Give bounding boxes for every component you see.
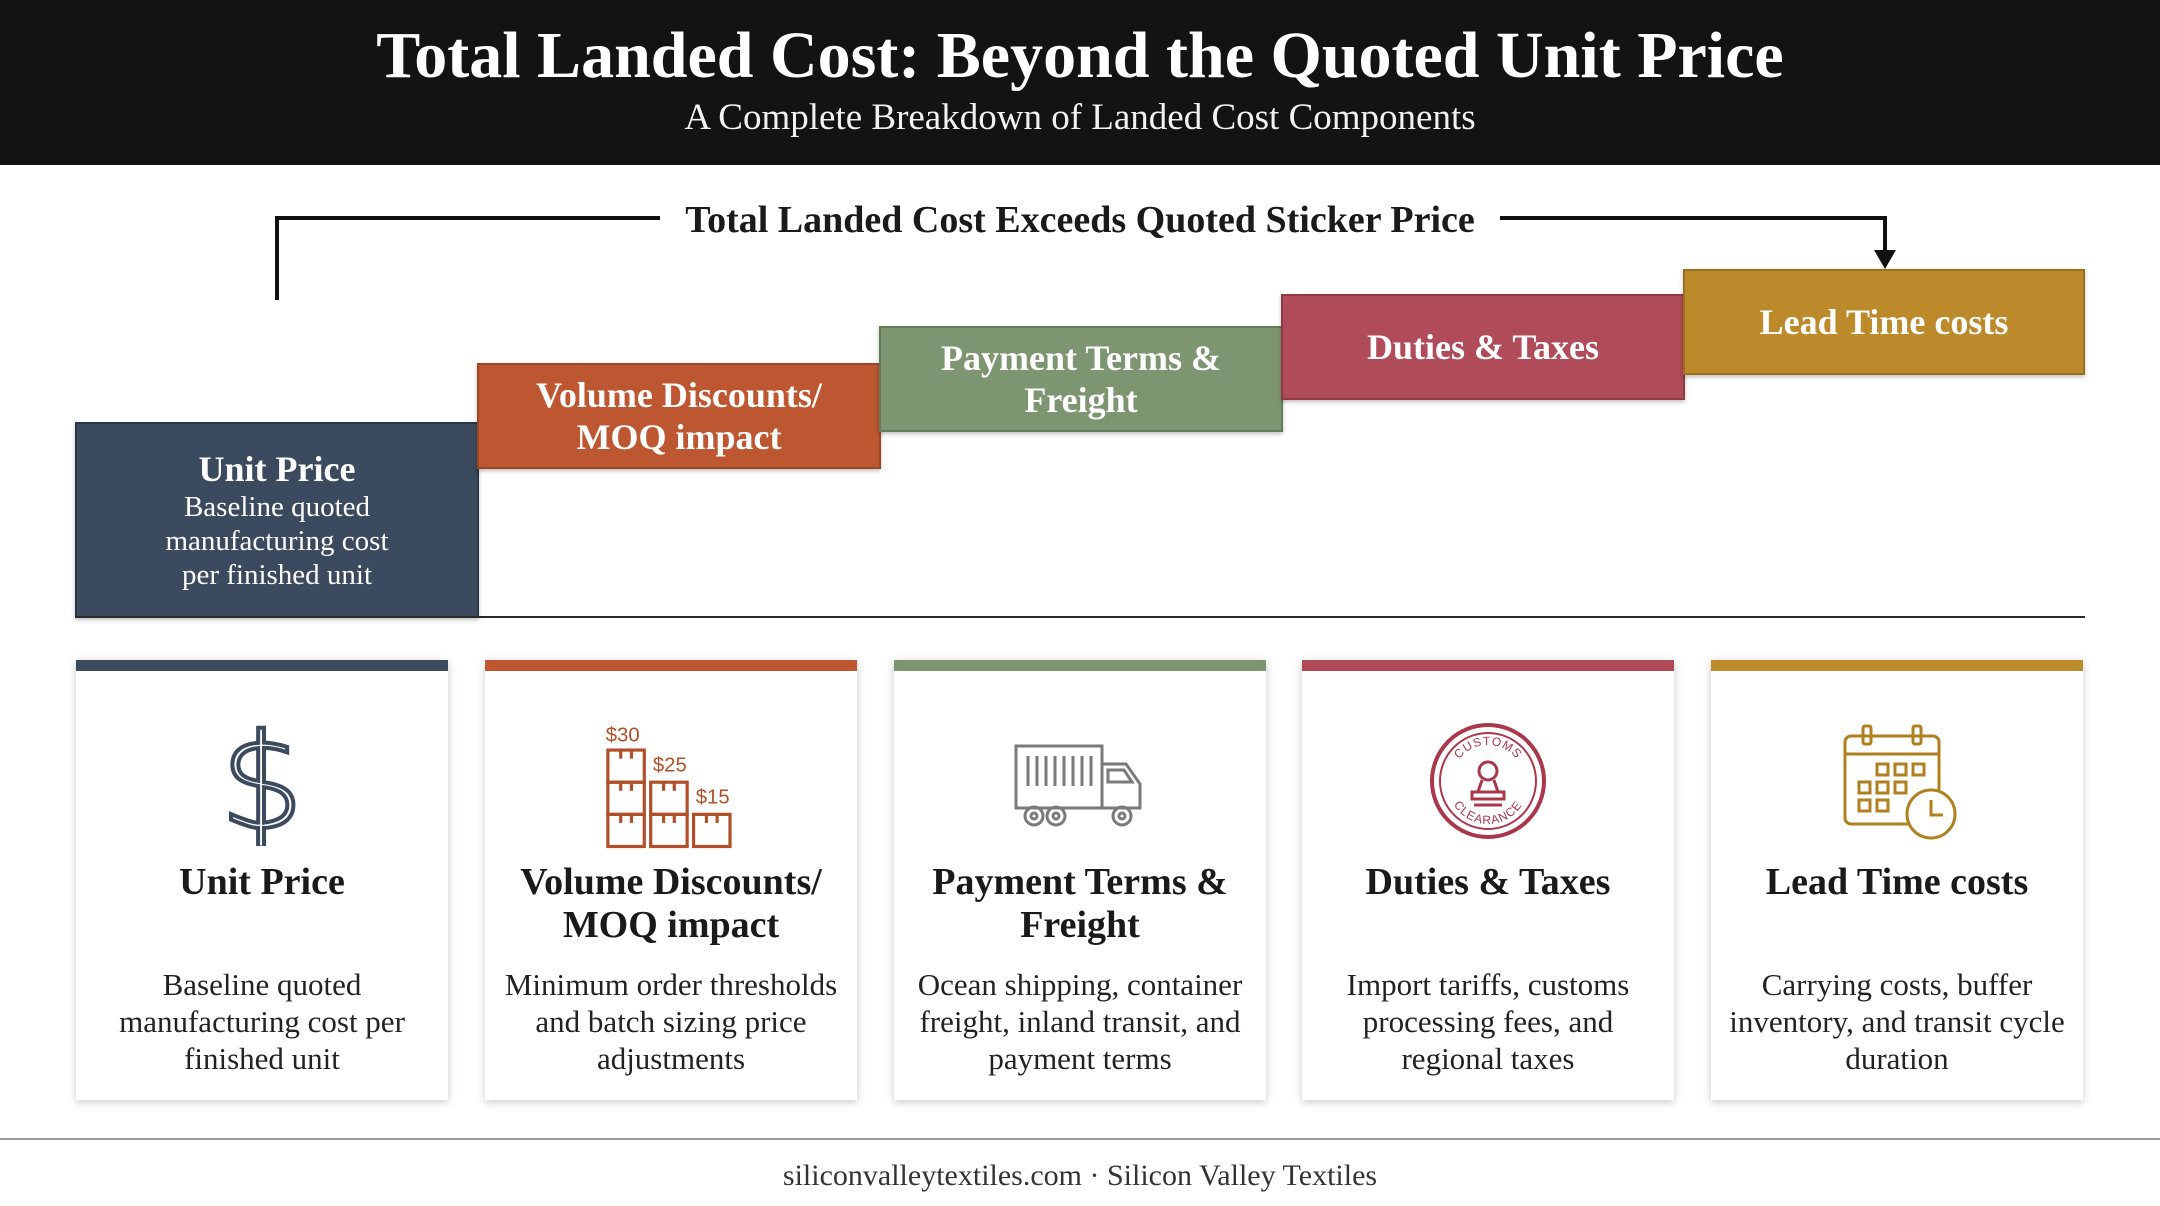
stamp-text-bottom: CLEARANCE — [1451, 798, 1524, 827]
card-title: Payment Terms & Freight — [932, 861, 1228, 946]
dollar-sign-icon: $ — [218, 716, 306, 846]
card-description: Minimum order thresholds and batch sizin… — [504, 967, 838, 1076]
price-tag-label: $15 — [696, 787, 730, 809]
svg-text:CUSTOMS: CUSTOMS — [1451, 734, 1525, 761]
card-payment-terms-freight: Payment Terms & Freight Ocean shipping, … — [894, 660, 1266, 1100]
card-title: Unit Price — [179, 861, 345, 903]
step-unit-price: Unit Price Baseline quoted manufacturing… — [75, 422, 479, 618]
card-unit-price: $ Unit Price Baseline quoted manufacturi… — [76, 660, 448, 1100]
card-lead-time-costs: Lead Time costs Carrying costs, buffer i… — [1711, 660, 2083, 1100]
svg-text:$: $ — [220, 716, 304, 846]
card-duties-taxes: CUSTOMS CLEARANCE Duties & Taxes Import … — [1302, 660, 1674, 1100]
step-duties-taxes: Duties & Taxes — [1281, 294, 1685, 400]
card-title: Duties & Taxes — [1365, 861, 1611, 903]
svg-text:CLEARANCE: CLEARANCE — [1451, 798, 1525, 827]
bracket-label: Total Landed Cost Exceeds Quoted Sticker… — [660, 195, 1500, 245]
step-title: Payment Terms & Freight — [941, 338, 1221, 420]
step-title: Unit Price — [198, 449, 356, 489]
step-title: Lead Time costs — [1759, 302, 2009, 342]
page-title: Total Landed Cost: Beyond the Quoted Uni… — [376, 19, 1784, 92]
card-title: Volume Discounts/ MOQ impact — [520, 861, 822, 946]
card-description: Carrying costs, buffer inventory, and tr… — [1729, 967, 2065, 1076]
truck-icon — [1014, 744, 1142, 827]
footer-divider — [0, 1138, 2160, 1140]
step-title: Duties & Taxes — [1366, 327, 1600, 367]
step-volume-discounts: Volume Discounts/ MOQ impact — [477, 363, 881, 469]
step-lead-time-costs: Lead Time costs — [1683, 269, 2085, 375]
customs-stamp-icon: CUSTOMS CLEARANCE — [1430, 723, 1546, 839]
card-description: Ocean shipping, container freight, inlan… — [917, 967, 1243, 1076]
step-title: Volume Discounts/ MOQ impact — [536, 375, 822, 457]
price-tag-label: $30 — [606, 725, 640, 747]
staircase-baseline — [75, 616, 2085, 618]
card-description: Import tariffs, customs processing fees,… — [1346, 967, 1630, 1076]
stamp-text-top: CUSTOMS — [1451, 734, 1524, 761]
card-volume-discounts: $30 $25 $15 Volume Discounts/ MOQ impact… — [485, 660, 857, 1100]
price-tag-label: $25 — [653, 755, 687, 777]
header-banner: Total Landed Cost: Beyond the Quoted Uni… — [0, 0, 2160, 165]
stacked-boxes-icon: $30 $25 $15 — [606, 725, 732, 849]
card-description: Baseline quoted manufacturing cost per f… — [119, 967, 405, 1076]
calendar-clock-icon — [1843, 724, 1957, 840]
step-description: Baseline quoted manufacturing cost per f… — [165, 491, 389, 591]
footer-credit: siliconvalleytextiles.com · Silicon Vall… — [782, 1159, 1378, 1192]
step-payment-terms-freight: Payment Terms & Freight — [879, 326, 1283, 432]
page-subtitle: A Complete Breakdown of Landed Cost Comp… — [684, 97, 1476, 138]
card-title: Lead Time costs — [1765, 861, 2029, 903]
